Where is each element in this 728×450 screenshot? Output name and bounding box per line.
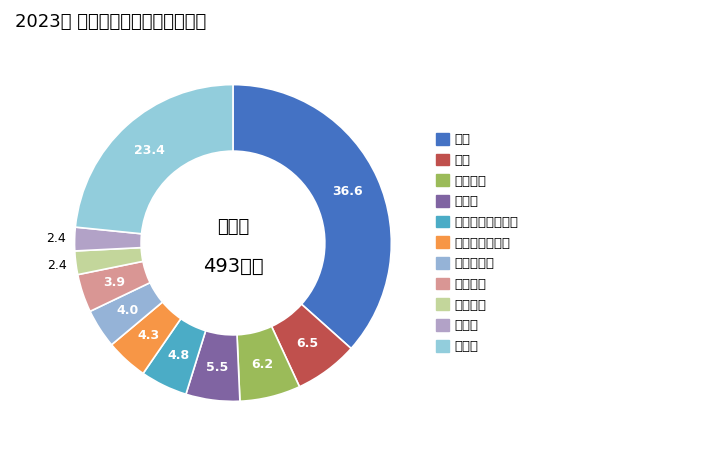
Wedge shape (186, 331, 240, 401)
Wedge shape (74, 227, 141, 251)
Legend: 米国, 豪州, フランス, カナダ, アラブ首長国連邦, ドミニカ共和国, カンボジア, イタリア, オランダ, ドイツ, その他: 米国, 豪州, フランス, カナダ, アラブ首長国連邦, ドミニカ共和国, カン… (431, 128, 524, 358)
Wedge shape (272, 304, 351, 387)
Text: 36.6: 36.6 (332, 185, 363, 198)
Wedge shape (111, 302, 181, 374)
Text: 23.4: 23.4 (134, 144, 165, 157)
Wedge shape (75, 248, 143, 274)
Text: 493億円: 493億円 (202, 257, 264, 276)
Text: 2023年 輸出相手国のシェア（％）: 2023年 輸出相手国のシェア（％） (15, 14, 206, 32)
Text: 2.4: 2.4 (46, 232, 66, 245)
Wedge shape (78, 261, 150, 311)
Wedge shape (76, 85, 233, 234)
Text: 2.4: 2.4 (47, 259, 67, 272)
Text: 3.9: 3.9 (103, 276, 125, 289)
Wedge shape (233, 85, 392, 348)
Text: 6.2: 6.2 (251, 358, 274, 371)
Text: 5.5: 5.5 (206, 360, 228, 374)
Wedge shape (143, 319, 206, 394)
Text: 6.5: 6.5 (296, 337, 319, 350)
Text: 4.8: 4.8 (167, 349, 189, 362)
Wedge shape (90, 283, 162, 345)
Text: 総　額: 総 額 (217, 218, 249, 236)
Wedge shape (237, 326, 299, 401)
Text: 4.0: 4.0 (116, 304, 139, 317)
Text: 4.3: 4.3 (138, 329, 160, 342)
